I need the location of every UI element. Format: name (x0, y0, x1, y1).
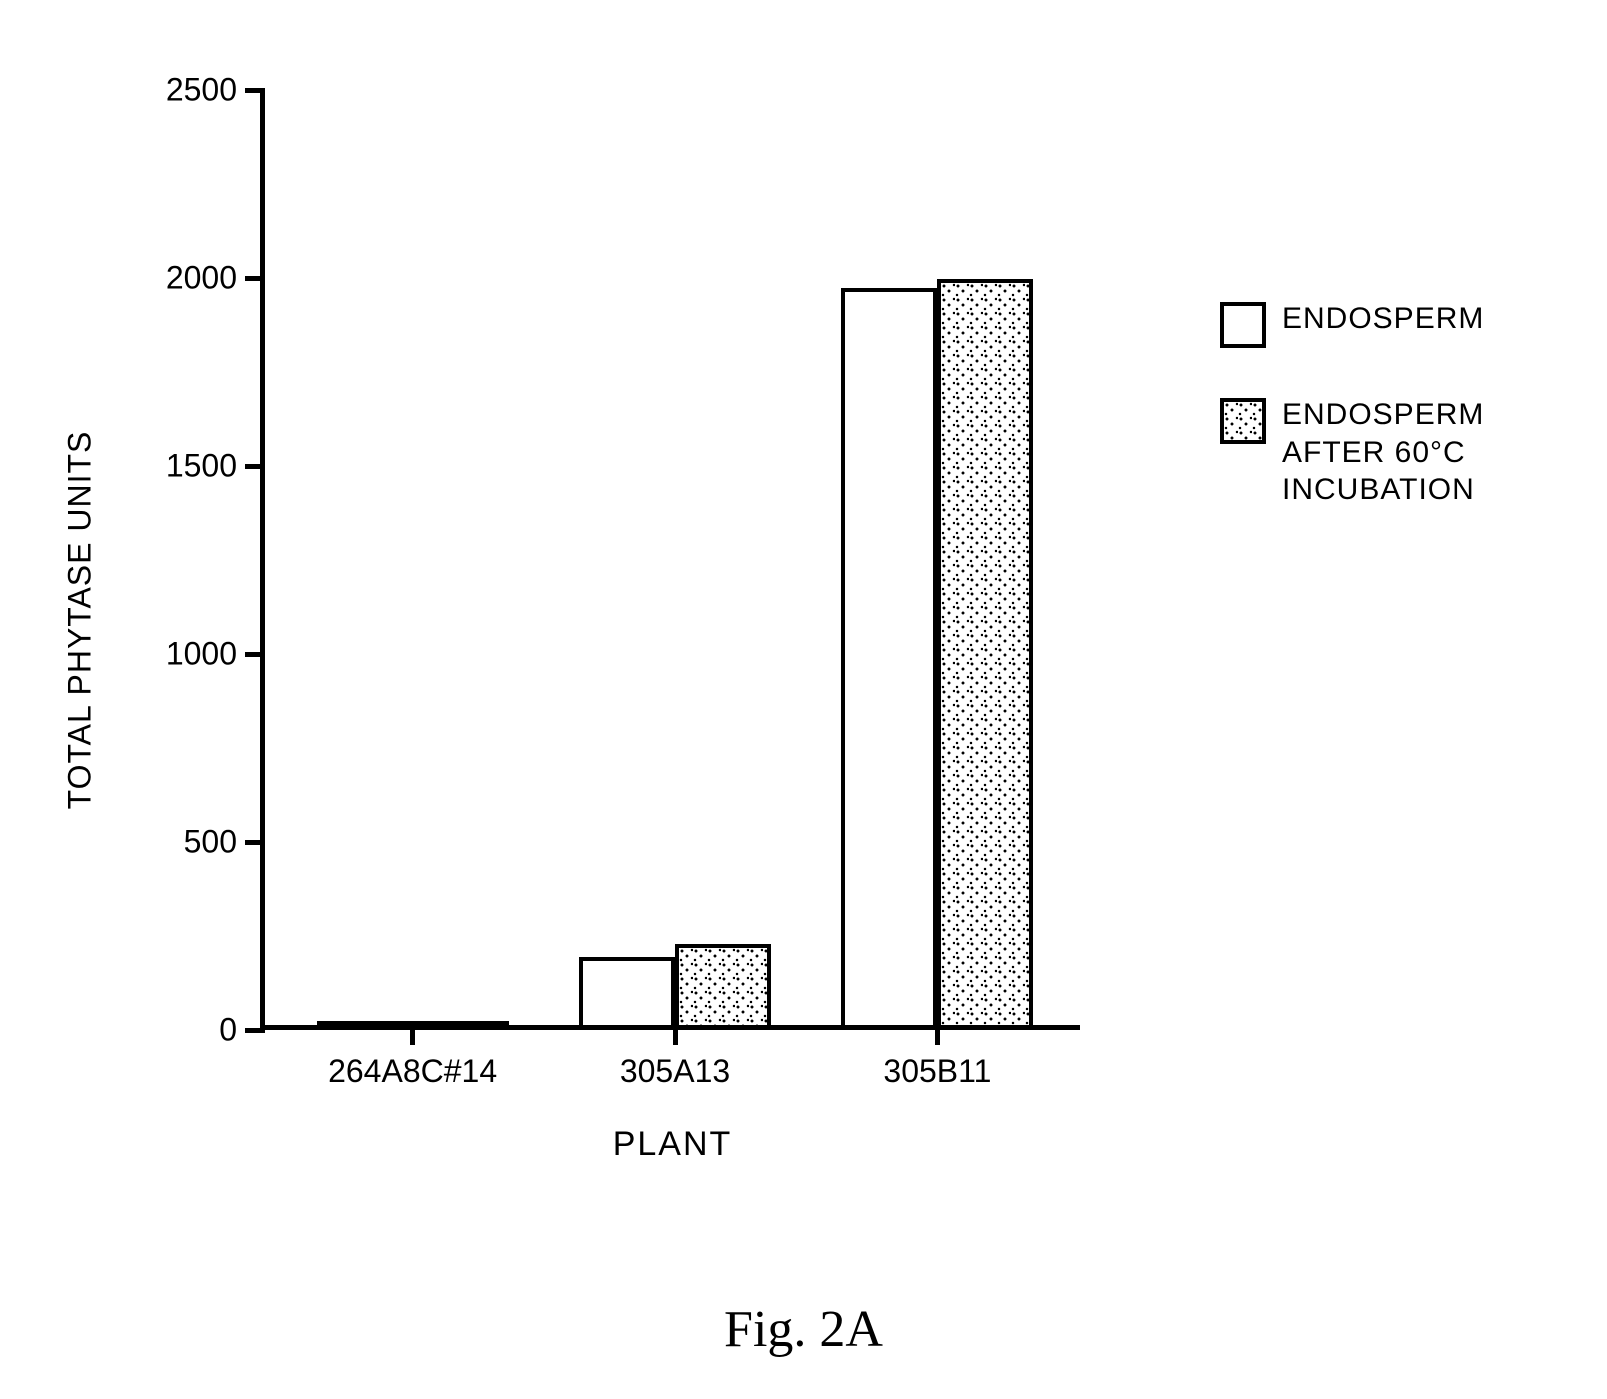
x-tick-label: 305B11 (883, 1053, 991, 1090)
y-tick (245, 464, 265, 469)
legend-swatch-stipple (1220, 398, 1266, 444)
legend-label: ENDOSPERM AFTER 60°C INCUBATION (1282, 396, 1550, 509)
y-tick (245, 88, 265, 93)
bar-endosperm-after-incubation (413, 1021, 509, 1025)
y-tick-label: 2500 (166, 72, 237, 109)
y-axis-label: TOTAL PHYTASE UNITS (62, 431, 99, 810)
y-tick-label: 2000 (166, 260, 237, 297)
y-tick-label: 1000 (166, 636, 237, 673)
bar-endosperm (841, 288, 937, 1025)
y-tick (245, 276, 265, 281)
x-tick-label: 305A13 (620, 1053, 730, 1090)
legend-item: ENDOSPERM AFTER 60°C INCUBATION (1220, 396, 1550, 509)
plot-area: PLANT 05001000150020002500264A8C#14305A1… (260, 90, 1080, 1030)
y-tick-label: 0 (219, 1012, 237, 1049)
y-tick-label: 1500 (166, 448, 237, 485)
x-axis-label: PLANT (613, 1125, 733, 1164)
bar-endosperm-after-incubation (675, 944, 771, 1025)
x-tick (410, 1025, 415, 1045)
bar-endosperm (579, 957, 675, 1025)
legend-label: ENDOSPERM (1282, 300, 1484, 338)
chart-stage: TOTAL PHYTASE UNITS PLANT 05001000150020… (100, 60, 1200, 1180)
figure-caption: Fig. 2A (40, 1300, 1567, 1359)
x-tick (935, 1025, 940, 1045)
legend: ENDOSPERM ENDOSPERM AFTER 60°C INCUBATIO… (1220, 300, 1550, 557)
bar-endosperm (317, 1021, 413, 1025)
x-tick-label: 264A8C#14 (328, 1053, 497, 1090)
x-tick (673, 1025, 678, 1045)
figure: TOTAL PHYTASE UNITS PLANT 05001000150020… (40, 40, 1567, 1359)
legend-swatch-white (1220, 302, 1266, 348)
y-tick (245, 1028, 265, 1033)
legend-item: ENDOSPERM (1220, 300, 1550, 348)
y-tick (245, 840, 265, 845)
y-tick (245, 652, 265, 657)
y-tick-label: 500 (184, 824, 237, 861)
bar-endosperm-after-incubation (937, 279, 1033, 1025)
